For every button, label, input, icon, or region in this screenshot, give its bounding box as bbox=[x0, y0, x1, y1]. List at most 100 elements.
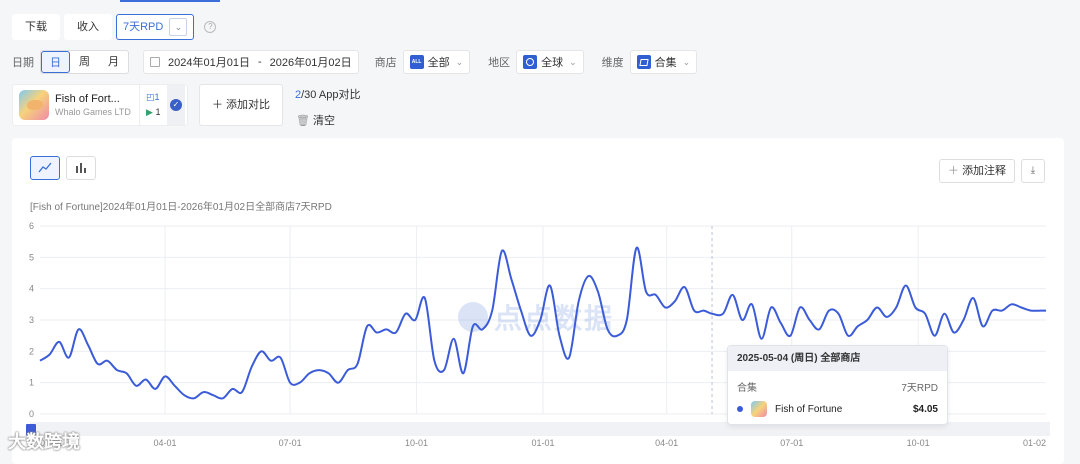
x-tick-label: 01-01 bbox=[531, 438, 554, 448]
tooltip-header-row: 合集 7天RPD bbox=[728, 371, 947, 394]
region-label: 地区 bbox=[488, 57, 511, 69]
calendar-icon bbox=[150, 57, 160, 67]
download-button[interactable]: ⤓ bbox=[1021, 159, 1045, 183]
granularity-month[interactable]: 月 bbox=[108, 56, 119, 68]
download-icon: ⤓ bbox=[1030, 165, 1036, 176]
bar-chart-icon bbox=[76, 163, 86, 173]
store-value: 全部 bbox=[427, 57, 450, 69]
selected-app-card[interactable]: Fish of Fort... Whalo Games LTD ◰1 ▶ 1 ✓ bbox=[12, 84, 188, 126]
help-icon[interactable]: ? bbox=[204, 21, 217, 33]
granularity-day[interactable]: 日 bbox=[41, 51, 70, 73]
store-label: 商店 bbox=[374, 57, 397, 69]
gp-count: 1 bbox=[155, 107, 161, 117]
clear-button[interactable]: 🗑 清空 bbox=[296, 112, 335, 128]
region-value: 全球 bbox=[541, 57, 564, 69]
y-tick-label: 1 bbox=[29, 378, 34, 388]
trash-icon: 🗑 bbox=[296, 115, 310, 127]
y-tick-label: 6 bbox=[29, 221, 34, 231]
bar-chart-button[interactable] bbox=[66, 156, 96, 180]
layers-icon bbox=[636, 55, 651, 69]
clear-label: 清空 bbox=[313, 115, 336, 127]
date-end: 2026年01月02日 bbox=[269, 57, 352, 69]
series-dot-icon bbox=[737, 406, 743, 412]
app-name: Fish of Fort... bbox=[55, 93, 120, 105]
x-tick-label: 07-01 bbox=[279, 438, 302, 448]
chart-tooltip: 2025-05-04 (周日) 全部商店 合集 7天RPD Fish of Fo… bbox=[727, 345, 948, 425]
y-tick-label: 3 bbox=[29, 315, 34, 325]
store-select[interactable]: ALL 全部 ⌄ bbox=[402, 50, 471, 74]
tooltip-value: $4.05 bbox=[912, 403, 938, 415]
tooltip-series-row: Fish of Fortune $4.05 bbox=[728, 394, 947, 417]
google-play-icon: ▶ bbox=[146, 107, 153, 117]
y-tick-label: 4 bbox=[29, 284, 34, 294]
line-chart-button[interactable] bbox=[30, 156, 60, 180]
x-tick-label: 10-01 bbox=[405, 438, 428, 448]
tab-7day-rpd[interactable]: 7天RPD ⌄ bbox=[116, 14, 195, 40]
app-developer: Whalo Games LTD bbox=[55, 107, 131, 117]
granularity-segment: 日 周 月 bbox=[40, 50, 129, 74]
granularity-week[interactable]: 周 bbox=[79, 56, 90, 68]
add-compare-button[interactable]: ＋ 添加对比 bbox=[199, 84, 283, 126]
chevron-down-icon: ⌄ bbox=[455, 56, 464, 67]
app-info: Fish of Fort... Whalo Games LTD bbox=[55, 93, 139, 117]
app-icon bbox=[19, 90, 49, 120]
google-play-row: ▶ 1 bbox=[146, 107, 167, 118]
watermark: 点点数据 bbox=[458, 297, 614, 337]
y-tick-label: 5 bbox=[29, 252, 34, 262]
tooltip-dimension: 合集 bbox=[737, 383, 757, 394]
chart-title: [Fish of Fortune]2024年01月01日-2026年01月02日… bbox=[30, 202, 332, 213]
y-tick-label: 2 bbox=[29, 346, 34, 356]
plus-icon: ＋ bbox=[948, 165, 959, 177]
filter-bar: 日期 日 周 月 2024年01月01日 - 2026年01月02日 商店 AL… bbox=[12, 50, 698, 74]
date-range-picker[interactable]: 2024年01月01日 - 2026年01月02日 bbox=[143, 50, 359, 74]
dimension-select[interactable]: 合集 ⌄ bbox=[629, 50, 698, 74]
zoom-slider-handle bbox=[26, 424, 36, 436]
dimension-value: 合集 bbox=[654, 57, 677, 69]
date-separator: - bbox=[257, 56, 262, 68]
zoom-slider-track bbox=[30, 422, 1050, 436]
x-tick-label: 01-02 bbox=[1023, 438, 1046, 448]
add-compare-label: 添加对比 bbox=[226, 99, 271, 111]
x-tick-label: 04-01 bbox=[154, 438, 177, 448]
tab-download[interactable]: 下载 bbox=[12, 14, 60, 40]
tooltip-app-name: Fish of Fortune bbox=[775, 403, 843, 415]
app-selected-toggle[interactable]: ✓ bbox=[167, 85, 185, 125]
compare-count: 2/30 App对比 bbox=[295, 86, 360, 102]
apple-store-icon: ◰ bbox=[146, 92, 155, 102]
chevron-down-icon[interactable]: ⌄ bbox=[169, 18, 188, 36]
app-store-row: ◰1 bbox=[146, 92, 167, 103]
dimension-label: 维度 bbox=[601, 57, 624, 69]
y-tick-label: 0 bbox=[29, 409, 34, 419]
x-tick-label: 04-01 bbox=[655, 438, 678, 448]
chevron-down-icon: ⌄ bbox=[569, 56, 577, 67]
ios-count: 1 bbox=[154, 92, 160, 102]
all-stores-icon: ALL bbox=[409, 55, 424, 69]
watermark-secondary: 大数跨境 bbox=[8, 432, 80, 452]
series-line-fish-of-fortune bbox=[39, 246, 1046, 400]
date-start: 2024年01月01日 bbox=[168, 57, 250, 69]
tooltip-metric: 7天RPD bbox=[901, 383, 938, 394]
tooltip-app-icon bbox=[751, 401, 767, 417]
tab-revenue[interactable]: 收入 bbox=[64, 14, 112, 40]
top-tab-indicator bbox=[120, 0, 220, 2]
x-tick-label: 10-01 bbox=[907, 438, 930, 448]
x-tick-label: 01-01 bbox=[40, 438, 63, 448]
watermark-text: 点点数据 bbox=[494, 303, 615, 334]
date-label: 日期 bbox=[12, 57, 34, 69]
chevron-down-icon: ⌄ bbox=[682, 56, 691, 67]
region-select[interactable]: 全球 ⌄ bbox=[516, 50, 584, 74]
x-tick-label: 07-01 bbox=[780, 438, 803, 448]
tooltip-date: 2025-05-04 (周日) 全部商店 bbox=[728, 346, 947, 371]
line-chart-icon bbox=[38, 162, 52, 173]
add-note-button[interactable]: ＋ 添加注释 bbox=[939, 159, 1016, 183]
check-icon: ✓ bbox=[170, 99, 182, 111]
watermark-logo-icon bbox=[458, 302, 488, 332]
chart-type-toggle bbox=[30, 156, 96, 180]
metric-tabs: 下载 收入 7天RPD ⌄ ? bbox=[12, 14, 217, 40]
compare-rest: /30 App对比 bbox=[301, 89, 361, 101]
globe-icon bbox=[523, 55, 538, 69]
add-note-label: 添加注释 bbox=[962, 165, 1007, 177]
app-store-counts: ◰1 ▶ 1 bbox=[139, 85, 167, 125]
